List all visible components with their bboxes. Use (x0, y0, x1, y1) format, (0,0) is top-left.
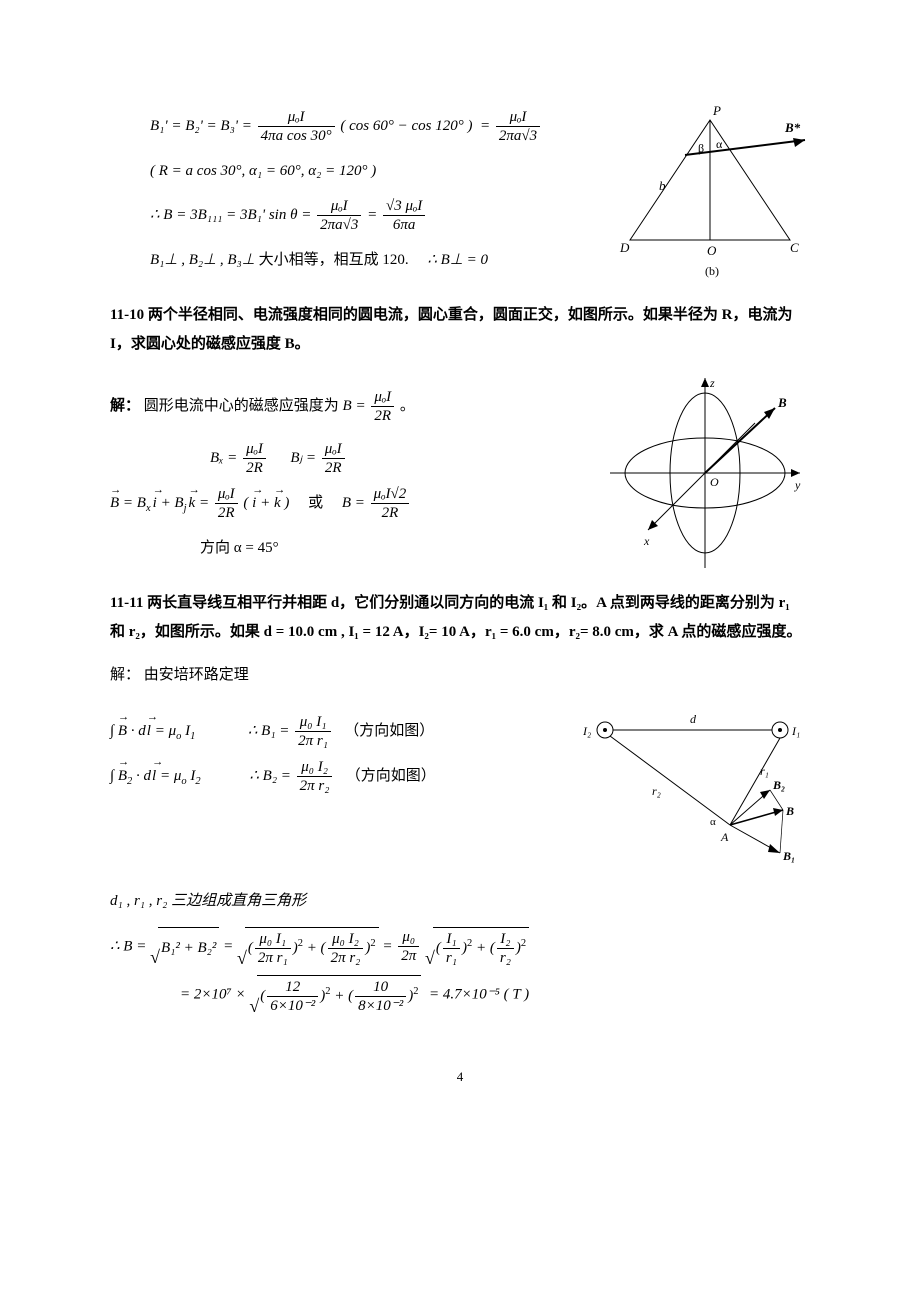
prev-eq4: B₁⊥ , B₂⊥ , B₃⊥ 大小相等，相互成 120. ∴ B⊥ = 0 (110, 242, 590, 278)
final-eq-line1: ∴ B = √B₁² + B₂² = √ (μ₀ I₁2π r₁)2 + (μ₀… (110, 927, 810, 967)
stem-text: 两长直导线互相平行并相距 d，它们分别通以同方向的电流 I₁ 和 I₂。A 点到… (147, 595, 790, 611)
vector-eq: B = Bxi + Bjk = μₒI2R ( i + k ) 或 B = μₒ… (110, 485, 580, 522)
problem-stem: 11-10 两个半径相同、电流强度相同的圆电流，圆心重合，圆面正交，如图所示。如… (110, 301, 810, 358)
sol-opening: 解： 由安培环路定理 (110, 661, 810, 690)
svg-text:(b): (b) (705, 264, 719, 278)
svg-text:P: P (712, 103, 721, 118)
eq-text: B₁' = B₂' = B₃' = (150, 118, 252, 134)
svg-text:A: A (720, 830, 729, 844)
fig-11-11: I₂ I₁ d r₁ r₂ A B B₂ B₁ (580, 705, 810, 875)
triangle-line: d₁ , r₁ , r₂ 三边组成直角三角形 (110, 883, 810, 919)
svg-text:B₂: B₂ (772, 778, 785, 792)
problem-number: 11-11 (110, 595, 143, 611)
svg-text:B: B (785, 804, 794, 818)
bx-bj: Bₓ = μₒI2R Bⱼ = μₒI2R (110, 440, 580, 477)
prev-eq2: ( R = a cos 30°, α₁ = 60°, α₂ = 120° ) (110, 153, 590, 189)
svg-text:r₂: r₂ (652, 784, 661, 798)
prev-eq1: B₁' = B₂' = B₃' = μₒI4πa cos 30° ( cos 6… (110, 108, 590, 145)
two-loops-diagram-icon: z y x B O (600, 373, 810, 573)
svg-text:B₁: B₁ (782, 849, 795, 863)
prev-figure-b: P B* α β b D O C (b) (610, 100, 810, 280)
eq-text: ∴ B⊥ = 0 (427, 252, 488, 268)
eq-text: ( cos 60° − cos 120° ) (340, 118, 472, 134)
stem-text: 两个半径相同、电流强度相同的圆电流，圆心重合，圆面正交，如图所示。如果半径为 R… (110, 307, 793, 352)
two-wires-diagram-icon: I₂ I₁ d r₁ r₂ A B B₂ B₁ (580, 705, 810, 875)
prev-eq3: ∴ B = 3B₁₁₁ = 3B₁' sin θ = μₒI2πa√3 = √3… (110, 197, 590, 234)
svg-text:I₂: I₂ (582, 724, 591, 738)
final-eq-line2: = 2×10⁷ × √ (126×10⁻²)2 + (108×10⁻²)2 = … (110, 975, 810, 1015)
problem-11-11: 11-11 两长直导线互相平行并相距 d，它们分别通以同方向的电流 I₁ 和 I… (110, 589, 810, 1015)
stem-text: 和 r₂，如图所示。如果 d = 10.0 cm , I₁ = 12 A，I₂=… (110, 624, 801, 640)
ampere-1: ∫ B · dl = μo I1 ∴ B₁ = μ₀ I₁2π r₁ （方向如图… (110, 713, 560, 750)
page-number: 4 (110, 1065, 810, 1090)
eq-text: 大小相等，相互成 120. (259, 252, 409, 268)
problem-11-10: 11-10 两个半径相同、电流强度相同的圆电流，圆心重合，圆面正交，如图所示。如… (110, 301, 810, 574)
eq-text: ∴ B = 3B₁₁₁ = 3B₁' sin θ = (150, 207, 311, 223)
svg-text:B: B (777, 395, 787, 410)
svg-text:x: x (643, 534, 650, 548)
eq-text: B₁⊥ , B₂⊥ , B₃⊥ (150, 252, 255, 268)
sol-label: 解： (110, 398, 140, 414)
prev-problem-section: B₁' = B₂' = B₃' = μₒI4πa cos 30° ( cos 6… (110, 100, 810, 286)
sol-text: 圆形电流中心的磁感应强度为 (144, 398, 339, 414)
direction: 方向 α = 45° (110, 530, 580, 566)
prev-eqs: B₁' = B₂' = B₃' = μₒI4πa cos 30° ( cos 6… (110, 100, 590, 286)
svg-text:O: O (710, 475, 719, 489)
svg-text:d: d (690, 712, 697, 726)
svg-text:O: O (707, 243, 717, 258)
svg-text:B*: B* (784, 120, 801, 135)
sol-label: 解： (110, 667, 140, 683)
fig-11-10: z y x B O (600, 373, 810, 573)
svg-text:b: b (659, 178, 666, 193)
svg-text:D: D (619, 240, 630, 255)
ampere-2: ∫ B2 · dl = μo I2 ∴ B₂ = μ₀ I₂2π r₂ （方向如… (110, 758, 560, 795)
sol-text: 由安培环路定理 (144, 667, 249, 683)
svg-text:y: y (794, 478, 801, 492)
triangle-diagram-icon: P B* α β b D O C (b) (610, 100, 810, 280)
problem-stem: 11-11 两长直导线互相平行并相距 d，它们分别通以同方向的电流 I₁ 和 I… (110, 589, 810, 646)
problem-number: 11-10 (110, 307, 144, 323)
svg-text:β: β (698, 141, 704, 155)
solution-line: 解： 圆形电流中心的磁感应强度为 B = μₒI2R 。 (110, 388, 580, 425)
svg-text:z: z (709, 376, 715, 390)
svg-text:α: α (716, 137, 723, 151)
svg-text:r₁: r₁ (760, 764, 769, 778)
svg-text:α: α (710, 816, 716, 828)
svg-text:I₁: I₁ (791, 724, 800, 738)
svg-text:C: C (790, 240, 799, 255)
